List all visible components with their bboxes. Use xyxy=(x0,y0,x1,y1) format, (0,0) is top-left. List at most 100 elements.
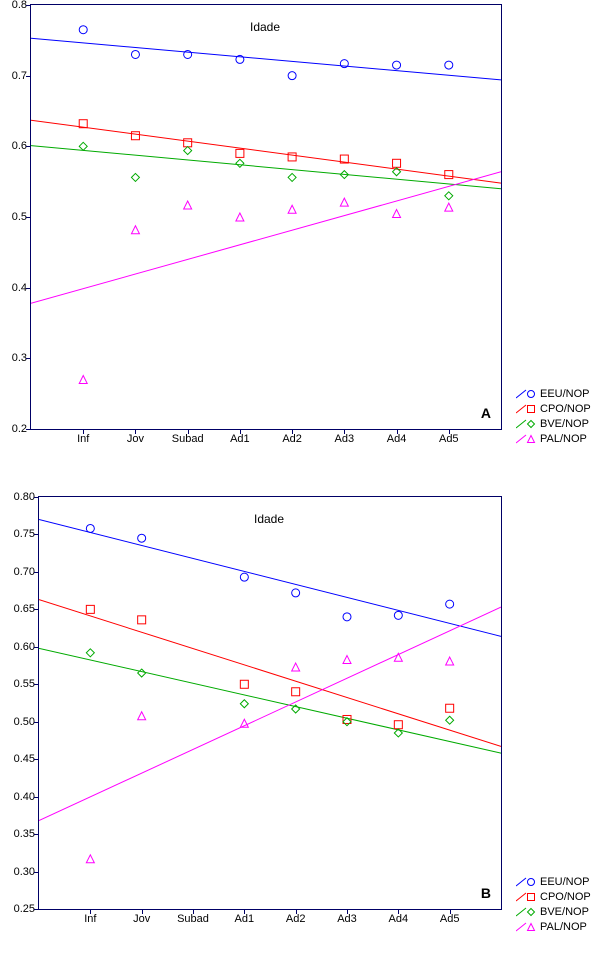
x-tick-label: Inf xyxy=(84,913,96,925)
y-tick-label: 0.2 xyxy=(12,423,27,435)
legend-item: EEU/NOP xyxy=(516,386,591,401)
x-tick-label: Subad xyxy=(172,433,204,445)
y-tick-mark xyxy=(34,834,39,835)
x-tick-mark xyxy=(188,429,189,434)
y-tick-mark xyxy=(26,358,31,359)
y-tick-mark xyxy=(26,146,31,147)
y-tick-label: 0.4 xyxy=(12,282,27,294)
legend-swatch xyxy=(516,906,536,918)
legend-label: PAL/NOP xyxy=(540,921,587,933)
legend-swatch xyxy=(516,403,536,415)
y-tick-mark xyxy=(34,759,39,760)
plot-area-a: A 0.20.30.40.50.60.70.8InfJovSubadAd1Ad2… xyxy=(30,4,502,430)
y-tick-label: 0.5 xyxy=(12,211,27,223)
y-tick-label: 0.35 xyxy=(14,828,35,840)
legend-label: CPO/NOP xyxy=(540,403,591,415)
x-tick-label: Ad4 xyxy=(387,433,407,445)
x-tick-label: Ad4 xyxy=(389,913,409,925)
y-tick-mark xyxy=(26,288,31,289)
y-tick-mark xyxy=(34,684,39,685)
x-tick-mark xyxy=(347,909,348,914)
legend-item: EEU/NOP xyxy=(516,874,591,889)
x-tick-label: Subad xyxy=(177,913,209,925)
legend-label: EEU/NOP xyxy=(540,388,590,400)
y-tick-label: 0.65 xyxy=(14,603,35,615)
legend-b: EEU/NOP CPO/NOP BVE/NOP PAL/NOP xyxy=(516,874,591,934)
x-tick-label: Ad3 xyxy=(335,433,355,445)
legend-item: BVE/NOP xyxy=(516,904,591,919)
y-tick-label: 0.80 xyxy=(14,491,35,503)
x-tick-mark xyxy=(142,909,143,914)
x-tick-mark xyxy=(449,429,450,434)
x-tick-mark xyxy=(296,909,297,914)
y-tick-label: 0.75 xyxy=(14,528,35,540)
x-tick-mark xyxy=(397,429,398,434)
x-tick-mark xyxy=(240,429,241,434)
legend-swatch xyxy=(516,876,536,888)
x-label-a: Idade xyxy=(30,20,500,34)
legend-item: CPO/NOP xyxy=(516,889,591,904)
legend-swatch xyxy=(516,418,536,430)
y-tick-mark xyxy=(34,872,39,873)
x-tick-mark xyxy=(193,909,194,914)
legend-swatch xyxy=(516,388,536,400)
legend-swatch xyxy=(516,921,536,933)
y-tick-mark xyxy=(26,76,31,77)
y-tick-label: 0.7 xyxy=(12,70,27,82)
legend-label: PAL/NOP xyxy=(540,433,587,445)
x-tick-mark xyxy=(292,429,293,434)
y-tick-label: 0.60 xyxy=(14,641,35,653)
legend-swatch xyxy=(516,891,536,903)
x-tick-label: Jov xyxy=(127,433,144,445)
legend-label: BVE/NOP xyxy=(540,418,589,430)
legend-item: CPO/NOP xyxy=(516,401,591,416)
x-tick-label: Ad5 xyxy=(439,433,459,445)
x-tick-label: Ad2 xyxy=(286,913,306,925)
y-tick-label: 0.25 xyxy=(14,903,35,915)
x-tick-label: Ad1 xyxy=(230,433,250,445)
panel-label-a: A xyxy=(481,405,491,421)
y-tick-mark xyxy=(34,572,39,573)
x-tick-mark xyxy=(398,909,399,914)
y-tick-label: 0.45 xyxy=(14,753,35,765)
y-tick-mark xyxy=(34,609,39,610)
y-tick-label: 0.3 xyxy=(12,352,27,364)
chart-svg-b xyxy=(39,497,501,909)
legend-swatch xyxy=(516,433,536,445)
x-tick-mark xyxy=(135,429,136,434)
x-tick-label: Inf xyxy=(77,433,89,445)
legend-item: BVE/NOP xyxy=(516,416,591,431)
x-tick-mark xyxy=(244,909,245,914)
y-tick-mark xyxy=(34,722,39,723)
y-tick-mark xyxy=(26,217,31,218)
y-tick-mark xyxy=(34,497,39,498)
x-tick-label: Ad2 xyxy=(282,433,302,445)
x-label-b: Idade xyxy=(38,512,500,526)
y-tick-mark xyxy=(34,797,39,798)
y-tick-label: 0.40 xyxy=(14,791,35,803)
y-tick-label: 0.50 xyxy=(14,716,35,728)
panel-label-b: B xyxy=(481,885,491,901)
y-tick-label: 0.6 xyxy=(12,140,27,152)
x-tick-label: Ad1 xyxy=(235,913,255,925)
y-tick-mark xyxy=(34,647,39,648)
y-tick-label: 0.30 xyxy=(14,866,35,878)
x-tick-label: Ad5 xyxy=(440,913,460,925)
legend-label: EEU/NOP xyxy=(540,876,590,888)
legend-label: CPO/NOP xyxy=(540,891,591,903)
legend-item: PAL/NOP xyxy=(516,919,591,934)
y-tick-label: 0.55 xyxy=(14,678,35,690)
y-tick-mark xyxy=(34,534,39,535)
plot-area-b: B 0.250.300.350.400.450.500.550.600.650.… xyxy=(38,496,502,910)
x-tick-label: Ad3 xyxy=(337,913,357,925)
x-tick-label: Jov xyxy=(133,913,150,925)
x-tick-mark xyxy=(344,429,345,434)
legend-item: PAL/NOP xyxy=(516,431,591,446)
y-tick-label: 0.8 xyxy=(12,0,27,11)
chart-svg-a xyxy=(31,5,501,429)
y-tick-mark xyxy=(26,5,31,6)
legend-label: BVE/NOP xyxy=(540,906,589,918)
y-tick-mark xyxy=(34,909,39,910)
x-tick-mark xyxy=(450,909,451,914)
y-tick-label: 0.70 xyxy=(14,566,35,578)
